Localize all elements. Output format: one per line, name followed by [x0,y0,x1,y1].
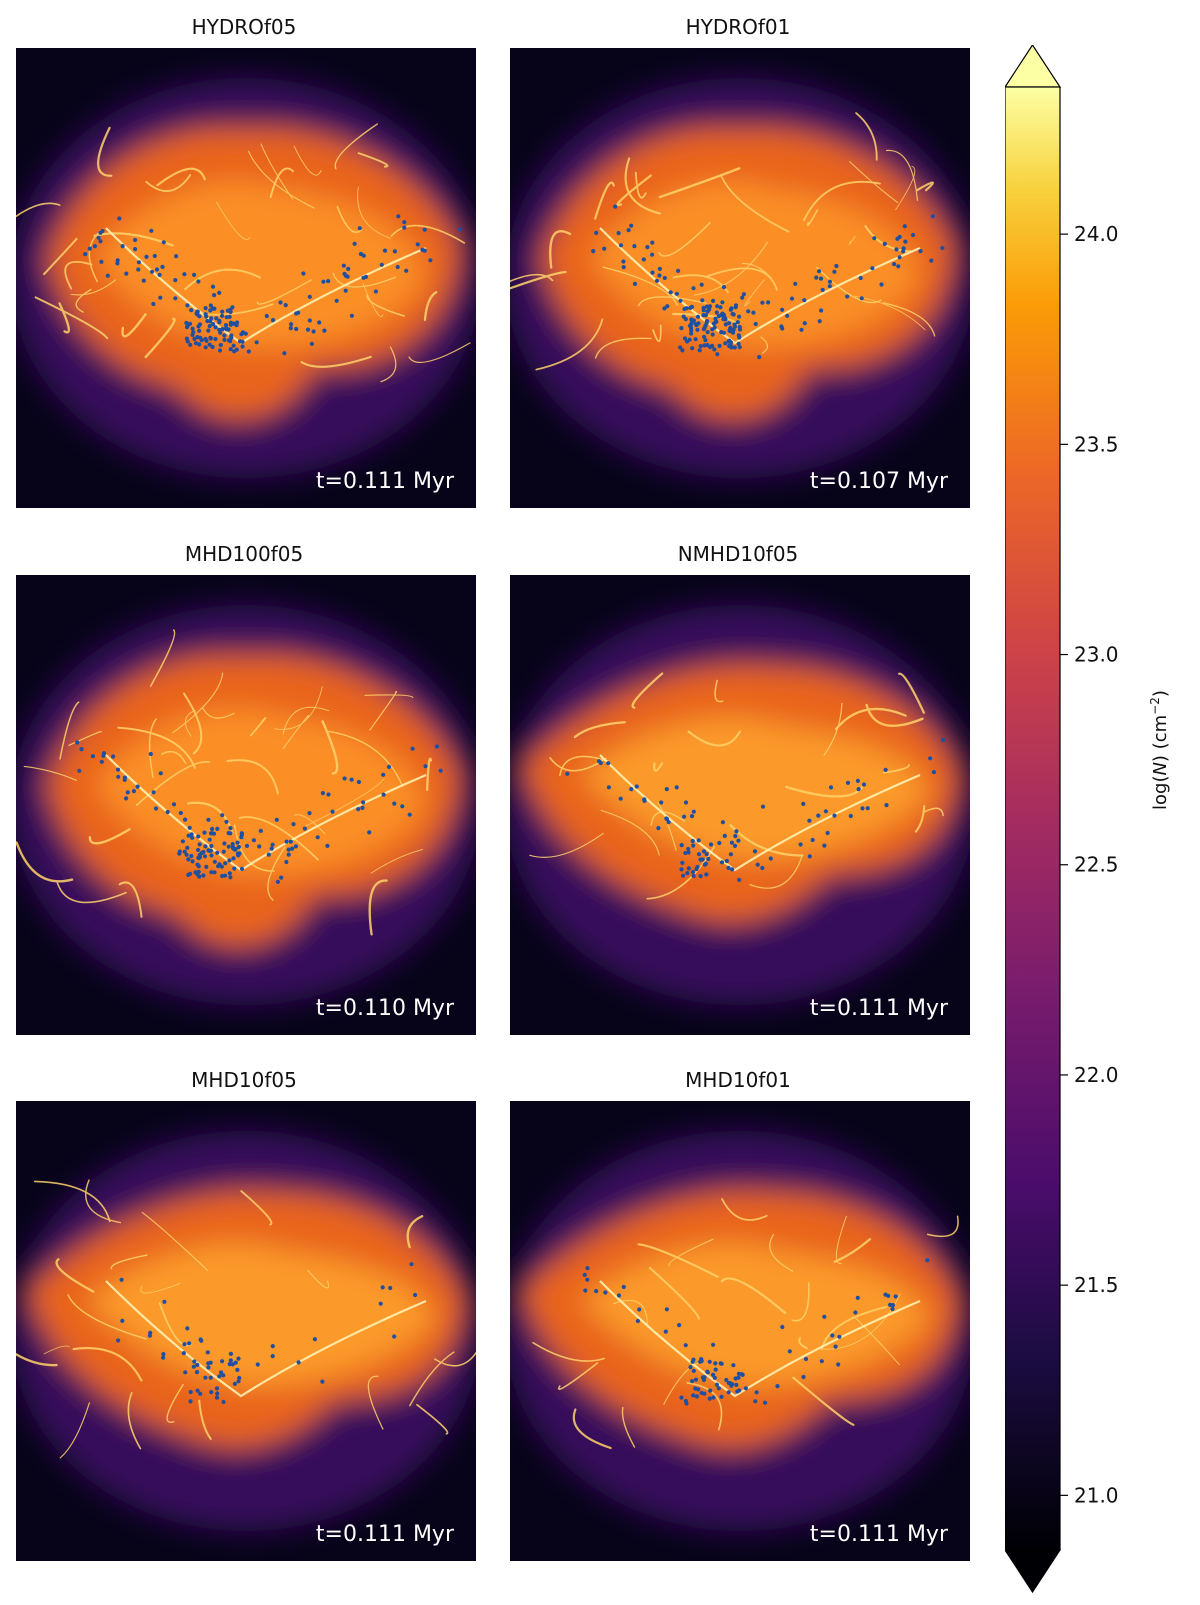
colorbar-min-extend [1005,1549,1062,1594]
panel-title: MHD10f05 [191,1068,297,1092]
time-label: t=0.107 Myr [809,469,948,494]
colorbar: 21.0 21.5 22.0 22.5 23.0 23.5 24.0 [1005,45,1119,1594]
colorbar-gradient [1005,86,1061,1551]
panel-title: MHD10f01 [685,1068,791,1092]
density-map [510,48,970,508]
density-map-panel: t=0.111 Myr [510,1101,970,1561]
density-map-panel: t=0.107 Myr [510,48,970,508]
density-map [510,1101,970,1561]
time-label: t=0.111 Myr [809,996,948,1021]
colorbar-tick-label: 21.5 [1074,1273,1119,1297]
density-map [16,48,476,508]
density-map [510,575,970,1035]
density-map-panel: t=0.111 Myr [510,575,970,1035]
panel-title: HYDROf01 [685,15,791,39]
density-map-panel: t=0.110 Myr [16,575,476,1035]
sink-particles [75,740,443,884]
colorbar-tick-label: 23.0 [1074,643,1119,667]
sink-particles [565,737,946,882]
sink-particles [83,214,462,356]
density-map [16,1101,476,1561]
colorbar-label: log(N) (cm−2) [1148,690,1171,810]
sink-particles [591,204,945,360]
density-map-panel: t=0.111 Myr [16,1101,476,1561]
colorbar-tick-label: 22.5 [1074,853,1119,877]
time-label: t=0.111 Myr [809,1522,948,1547]
time-label: t=0.111 Myr [315,1522,454,1547]
colorbar-tick-label: 22.0 [1074,1063,1119,1087]
colorbar-max-extend [1005,45,1062,88]
sink-particles [582,1258,930,1406]
colorbar-tick-label: 24.0 [1074,222,1119,246]
density-map-panel: t=0.111 Myr [16,48,476,508]
time-label: t=0.110 Myr [315,996,454,1021]
colorbar-tick-label: 21.0 [1074,1483,1119,1507]
panel-title: NMHD10f05 [677,542,799,566]
time-label: t=0.111 Myr [315,469,454,494]
colorbar-tick-label: 23.5 [1074,432,1119,456]
density-map [16,575,476,1035]
panel-title: MHD100f05 [184,542,304,566]
sink-particles [116,1262,418,1405]
panel-title: HYDROf05 [191,15,297,39]
